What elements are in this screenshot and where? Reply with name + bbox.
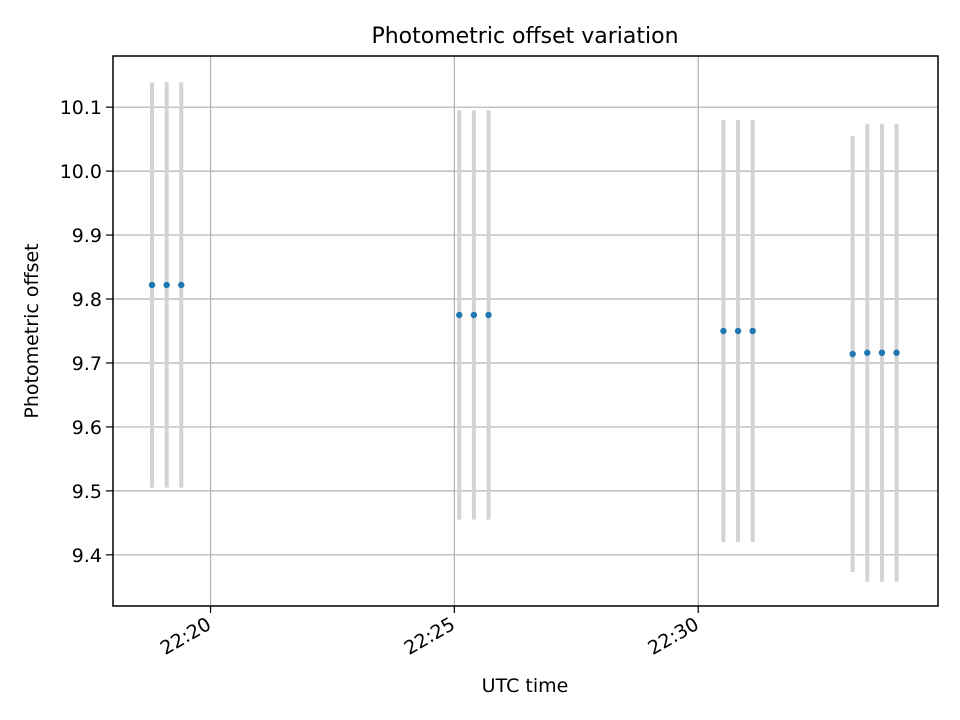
- y-tick-label: 9.8: [72, 289, 102, 311]
- y-tick-label: 9.6: [72, 417, 102, 439]
- data-point: [720, 327, 727, 335]
- grid: [113, 56, 938, 606]
- data-point: [864, 349, 871, 356]
- data-point: [163, 281, 170, 289]
- y-axis-label: Photometric offset: [21, 243, 43, 418]
- y-tick-label: 9.5: [72, 481, 102, 503]
- data-point: [470, 311, 478, 319]
- data-points: [148, 281, 900, 358]
- data-point: [893, 349, 900, 356]
- data-point: [178, 281, 185, 289]
- chart-title: Photometric offset variation: [371, 24, 678, 49]
- data-point: [148, 281, 156, 289]
- y-axis-ticks: 9.4 9.5 9.6 9.7 9.8 9.9 10.0 10.1: [60, 97, 113, 567]
- y-tick-label: 10.0: [60, 161, 102, 183]
- data-point: [749, 327, 756, 335]
- data-point: [485, 311, 492, 319]
- y-tick-label: 10.1: [60, 97, 102, 119]
- data-point: [878, 349, 886, 356]
- y-tick-label: 9.7: [72, 353, 102, 375]
- plot-frame: [112, 55, 939, 607]
- data-point: [849, 350, 856, 358]
- data-point: [734, 327, 742, 335]
- y-tick-label: 9.4: [72, 545, 102, 567]
- data-point: [456, 311, 463, 319]
- x-axis-label: UTC time: [482, 675, 569, 697]
- y-tick-label: 9.9: [72, 225, 102, 247]
